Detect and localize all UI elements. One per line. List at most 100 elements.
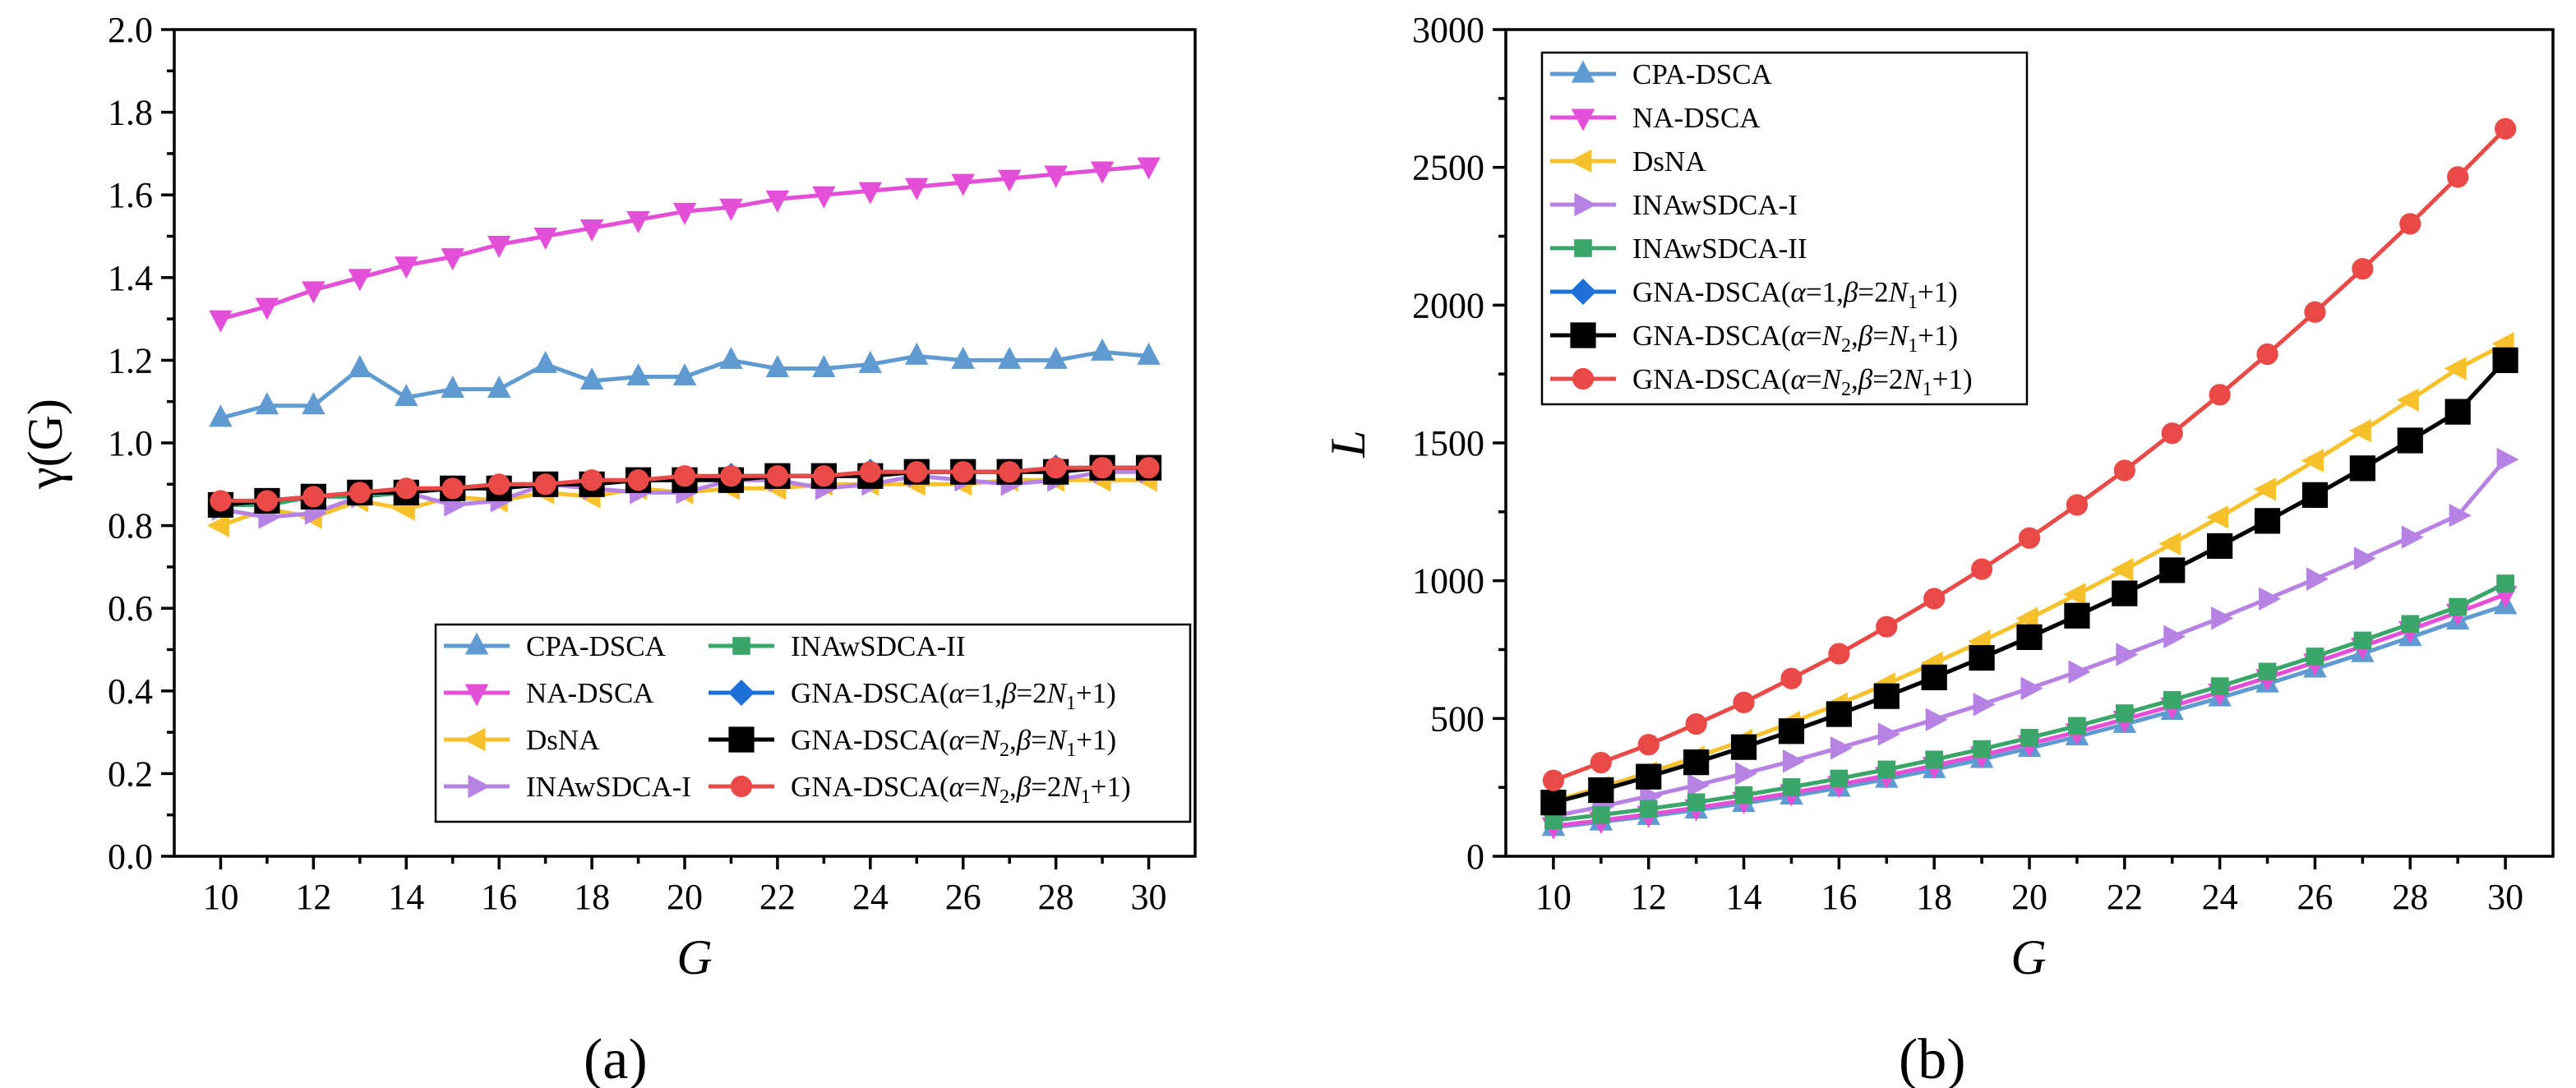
data-point <box>441 248 464 271</box>
y-tick-label: 2.0 <box>108 10 153 50</box>
x-tick-label: 24 <box>852 877 889 917</box>
legend-swatch-marker <box>1574 239 1592 257</box>
x-tick-label: 30 <box>1131 877 1167 917</box>
data-point <box>395 256 418 279</box>
data-point <box>858 182 883 205</box>
data-point <box>2493 348 2518 371</box>
panel-label-b: (b) <box>1899 1028 1966 1088</box>
data-point <box>1091 457 1114 479</box>
y-tick-label: 1.0 <box>108 423 153 463</box>
data-point <box>673 465 696 487</box>
data-point <box>812 186 836 209</box>
x-tick-label: 12 <box>295 877 331 917</box>
legend-label: GNA-DSCA(α=N2​,β=2N1​+1) <box>1632 363 1973 400</box>
data-point <box>348 269 372 292</box>
series-na-dsca <box>209 157 1161 333</box>
data-point <box>2015 606 2038 630</box>
legend-swatch-marker <box>1571 322 1595 345</box>
data-point <box>2160 557 2185 580</box>
data-point <box>626 362 650 386</box>
legend-b: CPA-DSCA NA-DSCA DsNA INAwSDCA-I INAwSDCA-II… <box>1540 51 2029 406</box>
data-point <box>2068 717 2086 735</box>
y-axis-title-a: γ(G) <box>18 399 72 490</box>
legend-swatch-marker <box>1571 108 1595 131</box>
data-point <box>1044 165 1068 188</box>
legend-item-gna-dsca-n2-2n1-1: GNA-DSCA(α=N2​,β=2N1​+1) <box>1550 363 1973 400</box>
data-point <box>999 461 1021 483</box>
data-point <box>487 236 511 259</box>
x-tick-label: 10 <box>1535 877 1572 917</box>
series-gna-dsca-n2-2n1-1 <box>210 457 1160 512</box>
data-point <box>2306 648 2324 666</box>
data-point <box>1637 734 1660 756</box>
data-point <box>209 310 233 333</box>
data-point <box>1684 749 1709 772</box>
data-point <box>395 384 418 407</box>
data-point <box>1782 749 1806 773</box>
data-point <box>2113 459 2135 482</box>
x-tick-label: 20 <box>667 877 703 917</box>
series-cpa-dsca <box>209 338 1161 427</box>
x-tick-label: 30 <box>2487 877 2523 917</box>
data-point <box>2116 643 2139 666</box>
data-point <box>1735 762 1758 786</box>
data-point <box>2449 597 2468 616</box>
legend-item-inawsdca-ii: INAwSDCA-II <box>1550 233 1807 265</box>
legend-swatch-marker <box>463 727 486 752</box>
data-point <box>2258 662 2277 681</box>
data-point <box>255 297 279 320</box>
data-point <box>2444 357 2467 380</box>
data-point <box>302 392 325 415</box>
y-tick-label: 1500 <box>1412 423 1484 463</box>
y-tick-label: 0.8 <box>108 506 153 546</box>
axis-ticks-b: 10 12 14 16 18 20 22 24 26 28 30 0 500 1000 1500 2000 25… <box>1412 10 2523 917</box>
legend-swatch-marker <box>464 632 489 655</box>
data-point <box>1925 750 1944 769</box>
chart-panel-a: 10 12 14 16 18 20 22 24 26 28 30 0.0 0.2 0.4 0.6 0.8 1.0… <box>18 10 1197 1088</box>
data-point <box>2353 631 2372 650</box>
legend-box-a <box>434 623 1192 823</box>
legend-label: NA-DSCA <box>526 677 654 709</box>
legend-label: DsNA <box>1632 145 1706 177</box>
y-tick-label: 3000 <box>1412 10 1484 50</box>
data-point <box>1782 778 1801 796</box>
data-point <box>2163 625 2186 648</box>
legend-swatch-marker <box>730 775 753 798</box>
data-point <box>256 490 279 512</box>
data-point <box>2208 533 2232 556</box>
y-axis-title-b: L <box>1321 430 1375 458</box>
x-axis-title-a: G <box>676 930 712 984</box>
data-point <box>302 281 325 304</box>
legend-label: DsNA <box>526 724 600 756</box>
data-point <box>349 482 371 504</box>
x-tick-label: 16 <box>1821 877 1857 917</box>
data-point <box>441 376 464 399</box>
legend-label: GNA-DSCA(α=1,β=2N1​+1) <box>791 677 1116 714</box>
x-tick-label: 26 <box>2297 877 2333 917</box>
legend-item-gna-dsca-n2-n1-1: GNA-DSCA(α=N2​,β=N1​+1) <box>709 724 1116 761</box>
data-point <box>1044 346 1068 369</box>
data-point <box>2111 558 2134 582</box>
data-point <box>2255 508 2280 531</box>
data-point <box>1639 800 1658 818</box>
y-tick-label: 2500 <box>1412 148 1484 188</box>
series-inawsdca-i <box>1544 447 2519 828</box>
data-point <box>1137 157 1161 180</box>
data-point <box>812 354 836 377</box>
data-point <box>2158 532 2181 556</box>
data-point <box>2449 503 2472 528</box>
data-point <box>1090 338 1115 361</box>
chart-panel-b: 10 12 14 16 18 20 22 24 26 28 30 0 500 1000 1500 2000 25… <box>1321 10 2555 1088</box>
legend-item-na-dsca: NA-DSCA <box>1550 102 1761 134</box>
data-point <box>859 461 881 483</box>
legend-swatch-marker <box>1574 192 1597 217</box>
data-point <box>1970 558 1993 580</box>
y-tick-label: 1.6 <box>108 175 153 215</box>
data-point <box>2017 625 2042 648</box>
data-point <box>1687 773 1710 797</box>
legend-item-gna-dsca-n2-n1-1: GNA-DSCA(α=N2​,β=N1​+1) <box>1550 320 1958 357</box>
x-tick-label: 26 <box>945 877 981 917</box>
data-point <box>1733 691 1755 713</box>
legend-item-cpa-dsca: CPA-DSCA <box>1550 58 1773 90</box>
data-point <box>2020 728 2038 747</box>
